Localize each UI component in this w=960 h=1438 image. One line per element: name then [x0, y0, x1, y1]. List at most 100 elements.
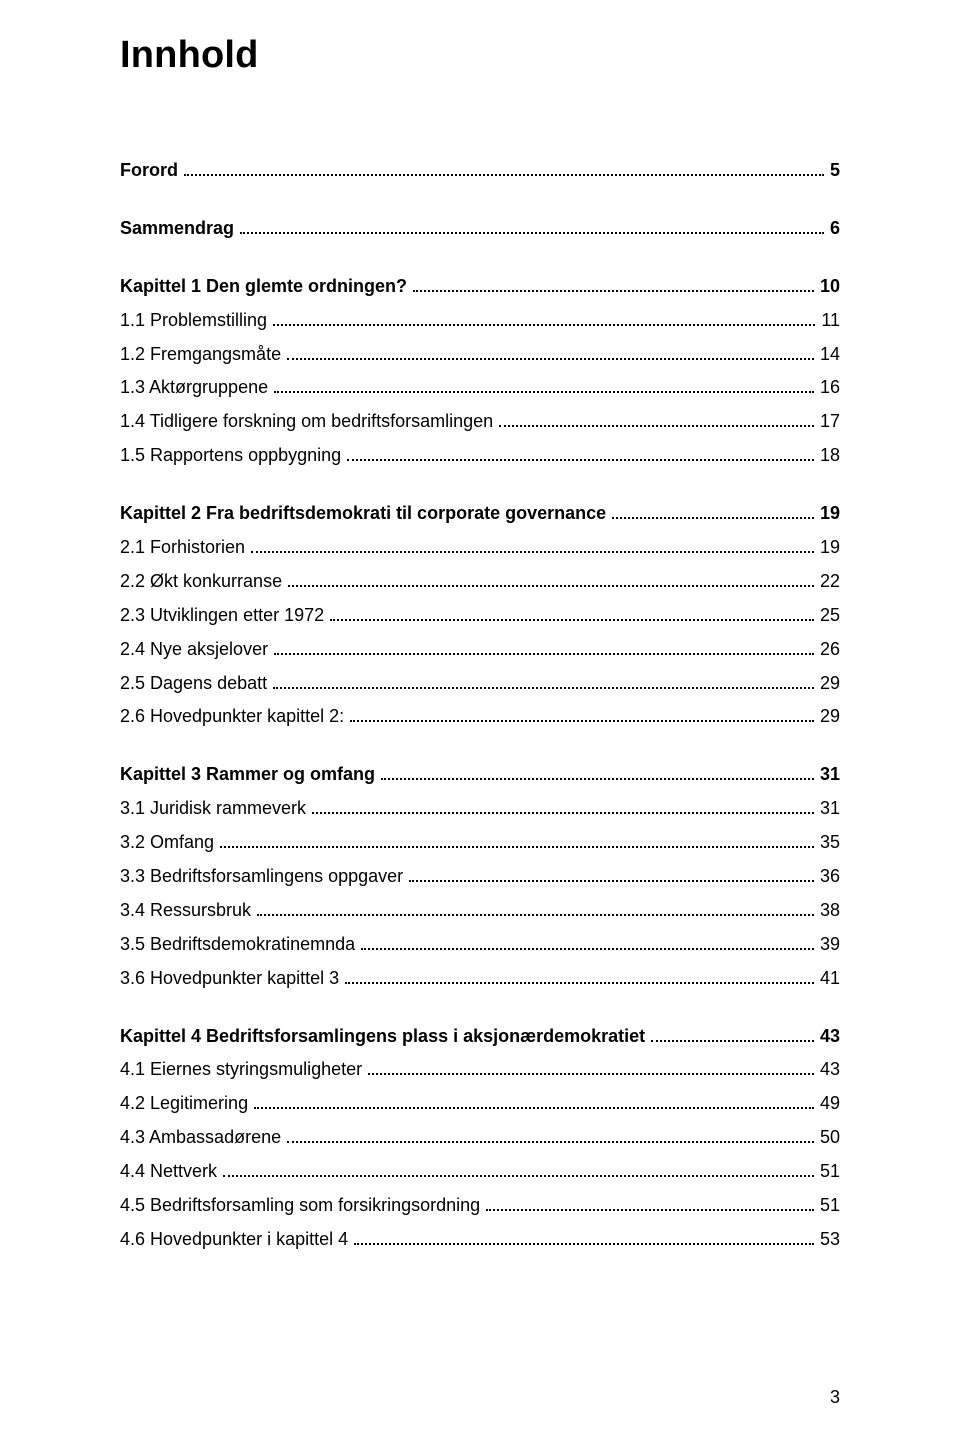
toc-leader-dots — [251, 540, 814, 553]
toc-leader-dots — [381, 768, 814, 781]
toc-page-number: 22 — [820, 568, 840, 596]
toc-label: 4.1 Eiernes styringsmuligheter — [120, 1056, 362, 1084]
toc-page-number: 39 — [820, 931, 840, 959]
toc-label: Kapittel 1 Den glemte ordningen? — [120, 273, 407, 301]
toc-label: 1.5 Rapportens oppbygning — [120, 442, 341, 470]
toc-leader-dots — [612, 507, 814, 520]
toc-row: 4.1 Eiernes styringsmuligheter 43 — [120, 1056, 840, 1084]
toc-page-number: 29 — [820, 670, 840, 698]
toc-page-number: 43 — [820, 1056, 840, 1084]
toc-leader-dots — [350, 710, 814, 723]
toc-row: 4.2 Legitimering 49 — [120, 1090, 840, 1118]
toc-row: 3.5 Bedriftsdemokratinemnda 39 — [120, 931, 840, 959]
toc-row: Forord 5 — [120, 157, 840, 185]
toc-row: 2.1 Forhistorien 19 — [120, 534, 840, 562]
toc-page-number: 38 — [820, 897, 840, 925]
toc-label: 1.2 Fremgangsmåte — [120, 341, 281, 369]
toc-label: 2.4 Nye aksjelover — [120, 636, 268, 664]
toc-block: Kapittel 4 Bedriftsforsamlingens plass i… — [120, 1023, 840, 1254]
toc-leader-dots — [273, 676, 814, 689]
toc-row: 1.5 Rapportens oppbygning18 — [120, 442, 840, 470]
toc-leader-dots — [254, 1097, 814, 1110]
toc-label: 1.3 Aktørgruppene — [120, 374, 268, 402]
toc-label: 1.1 Problemstilling — [120, 307, 267, 335]
toc-row: 1.2 Fremgangsmåte 14 — [120, 341, 840, 369]
toc-label: 3.1 Juridisk rammeverk — [120, 795, 306, 823]
toc-block: Forord 5 — [120, 157, 840, 185]
toc-page-number: 50 — [820, 1124, 840, 1152]
toc-row: 2.6 Hovedpunkter kapittel 2: 29 — [120, 703, 840, 731]
toc-leader-dots — [274, 381, 814, 394]
toc-row: 3.4 Ressursbruk38 — [120, 897, 840, 925]
toc-leader-dots — [312, 802, 814, 815]
toc-leader-dots — [361, 937, 814, 950]
toc-row: Kapittel 4 Bedriftsforsamlingens plass i… — [120, 1023, 840, 1051]
toc-leader-dots — [287, 1131, 814, 1144]
toc-page-number: 17 — [820, 408, 840, 436]
toc-leader-dots — [240, 221, 824, 234]
toc-label: 4.2 Legitimering — [120, 1090, 248, 1118]
toc-row: Sammendrag 6 — [120, 215, 840, 243]
toc-page-number: 6 — [830, 215, 840, 243]
toc-page-number: 41 — [820, 965, 840, 993]
toc-label: 2.1 Forhistorien — [120, 534, 245, 562]
toc-block: Sammendrag 6 — [120, 215, 840, 243]
toc-label: 2.3 Utviklingen etter 1972 — [120, 602, 324, 630]
toc-leader-dots — [288, 574, 814, 587]
toc-page-number: 16 — [820, 374, 840, 402]
toc-label: 4.3 Ambassadørene — [120, 1124, 281, 1152]
toc-row: 4.4 Nettverk51 — [120, 1158, 840, 1186]
toc-leader-dots — [354, 1232, 814, 1245]
toc-label: 4.5 Bedriftsforsamling som forsikringsor… — [120, 1192, 480, 1220]
toc-page-number: 11 — [821, 307, 840, 335]
toc-page-number: 5 — [830, 157, 840, 185]
toc-leader-dots — [223, 1165, 814, 1178]
toc-page-number: 31 — [820, 761, 840, 789]
toc-row: 3.6 Hovedpunkter kapittel 341 — [120, 965, 840, 993]
toc-page-number: 19 — [820, 534, 840, 562]
toc-row: 3.1 Juridisk rammeverk 31 — [120, 795, 840, 823]
toc-page-number: 19 — [820, 500, 840, 528]
toc-page-number: 49 — [820, 1090, 840, 1118]
toc-row: Kapittel 3 Rammer og omfang31 — [120, 761, 840, 789]
toc-leader-dots — [651, 1029, 814, 1042]
toc-label: Forord — [120, 157, 178, 185]
toc-page-number: 31 — [820, 795, 840, 823]
toc-row: Kapittel 2 Fra bedriftsdemokrati til cor… — [120, 500, 840, 528]
toc-label: Sammendrag — [120, 215, 234, 243]
toc-leader-dots — [368, 1063, 814, 1076]
toc-row: 4.6 Hovedpunkter i kapittel 4 53 — [120, 1226, 840, 1254]
toc-leader-dots — [409, 869, 814, 882]
toc-label: 2.6 Hovedpunkter kapittel 2: — [120, 703, 344, 731]
toc-leader-dots — [486, 1198, 814, 1211]
toc-page-number: 36 — [820, 863, 840, 891]
toc-block: Kapittel 2 Fra bedriftsdemokrati til cor… — [120, 500, 840, 731]
toc-row: 2.3 Utviklingen etter 197225 — [120, 602, 840, 630]
page-title: Innhold — [120, 34, 840, 77]
document-page: Innhold Forord 5 Sammendrag 6 Kapittel 1 Den… — [0, 0, 960, 1438]
toc-label: 4.6 Hovedpunkter i kapittel 4 — [120, 1226, 348, 1254]
toc-leader-dots — [273, 313, 815, 326]
toc-label: Kapittel 2 Fra bedriftsdemokrati til cor… — [120, 500, 606, 528]
toc-row: 1.3 Aktørgruppene 16 — [120, 374, 840, 402]
toc-label: 3.5 Bedriftsdemokratinemnda — [120, 931, 355, 959]
toc-page-number: 14 — [820, 341, 840, 369]
toc-label: 4.4 Nettverk — [120, 1158, 217, 1186]
toc-label: Kapittel 4 Bedriftsforsamlingens plass i… — [120, 1023, 645, 1051]
toc-row: 4.3 Ambassadørene 50 — [120, 1124, 840, 1152]
toc-leader-dots — [330, 608, 814, 621]
toc-page-number: 29 — [820, 703, 840, 731]
toc-page-number: 10 — [820, 273, 840, 301]
toc-leader-dots — [287, 347, 814, 360]
toc-leader-dots — [413, 279, 814, 292]
toc-leader-dots — [274, 642, 814, 655]
toc-label: 2.2 Økt konkurranse — [120, 568, 282, 596]
toc-leader-dots — [345, 971, 814, 984]
toc-label: 1.4 Tidligere forskning om bedriftsforsa… — [120, 408, 493, 436]
toc-page-number: 53 — [820, 1226, 840, 1254]
page-number: 3 — [830, 1387, 840, 1408]
table-of-contents: Forord 5 Sammendrag 6 Kapittel 1 Den glemte … — [120, 157, 840, 1254]
toc-label: 2.5 Dagens debatt — [120, 670, 267, 698]
toc-row: 2.2 Økt konkurranse 22 — [120, 568, 840, 596]
toc-leader-dots — [184, 163, 824, 176]
